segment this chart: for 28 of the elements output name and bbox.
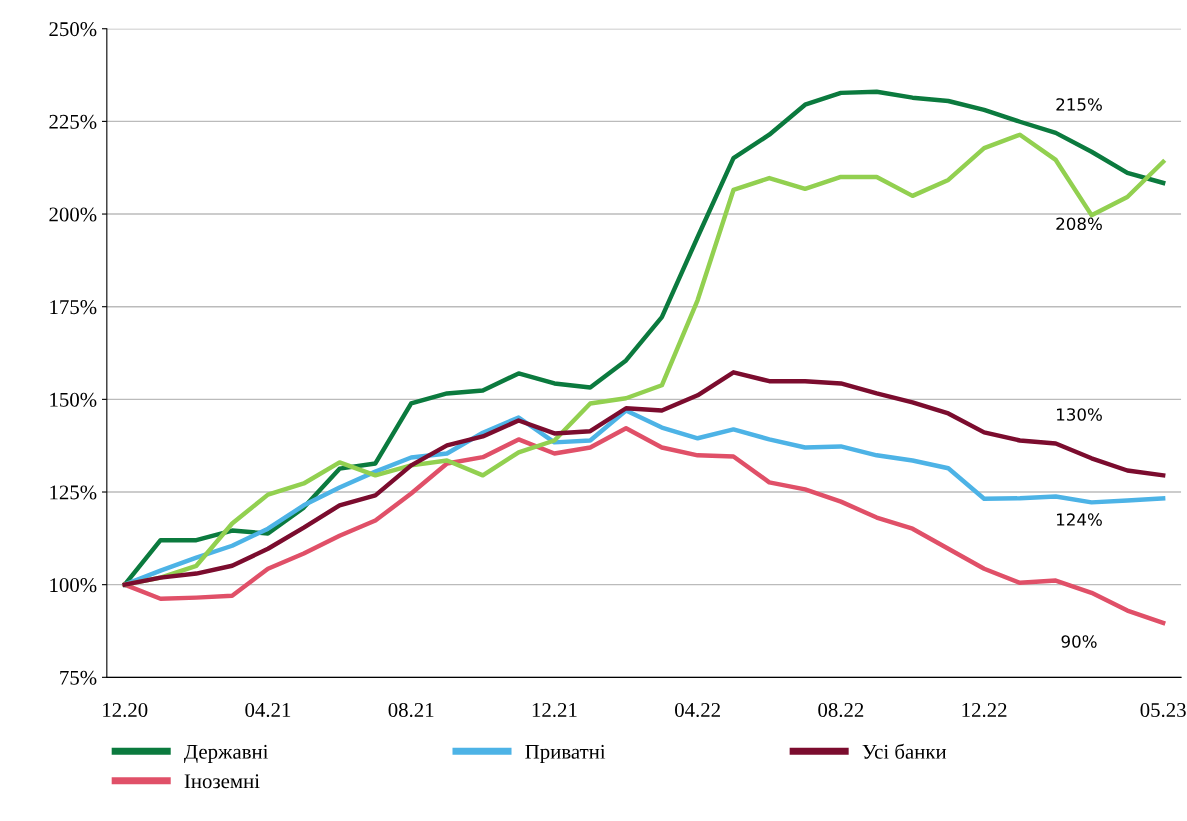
legend-label: Усі банки [862,743,947,759]
line-series [122,408,1166,587]
annotation: 90% [1061,635,1097,648]
annotation: 215% [1056,98,1102,111]
x-tick-label: 12.22 [962,702,1007,718]
line-series [122,370,1166,587]
x-tick-label: 05.23 [1140,702,1186,718]
y-tick-label: 225% [49,114,97,129]
y-tick-label: 200% [49,207,97,222]
y-tick-label: 175% [50,300,97,315]
line-series [122,426,1166,626]
x-tick-label: 04.21 [245,702,291,718]
x-tick-label: 04.22 [675,702,720,718]
y-tick-label: 100% [50,578,97,593]
legend-label: Іноземні [184,774,260,789]
annotation: 124% [1057,513,1102,526]
y-tick-label: 250% [49,22,97,37]
y-tick-label: 125% [50,485,97,500]
x-tick-label: 08.21 [388,702,434,718]
legend-label: Державні [184,744,269,764]
annotation: 130% [1057,408,1102,421]
annotation: 208% [1056,217,1102,231]
y-tick-label: 75% [60,670,97,685]
x-tick-label: 12.20 [103,702,148,718]
x-tick-label: 08.22 [818,702,864,718]
legend-label: Приватні [525,744,606,764]
x-tick-label: 12.21 [532,702,577,718]
y-tick-label: 150% [50,392,97,407]
